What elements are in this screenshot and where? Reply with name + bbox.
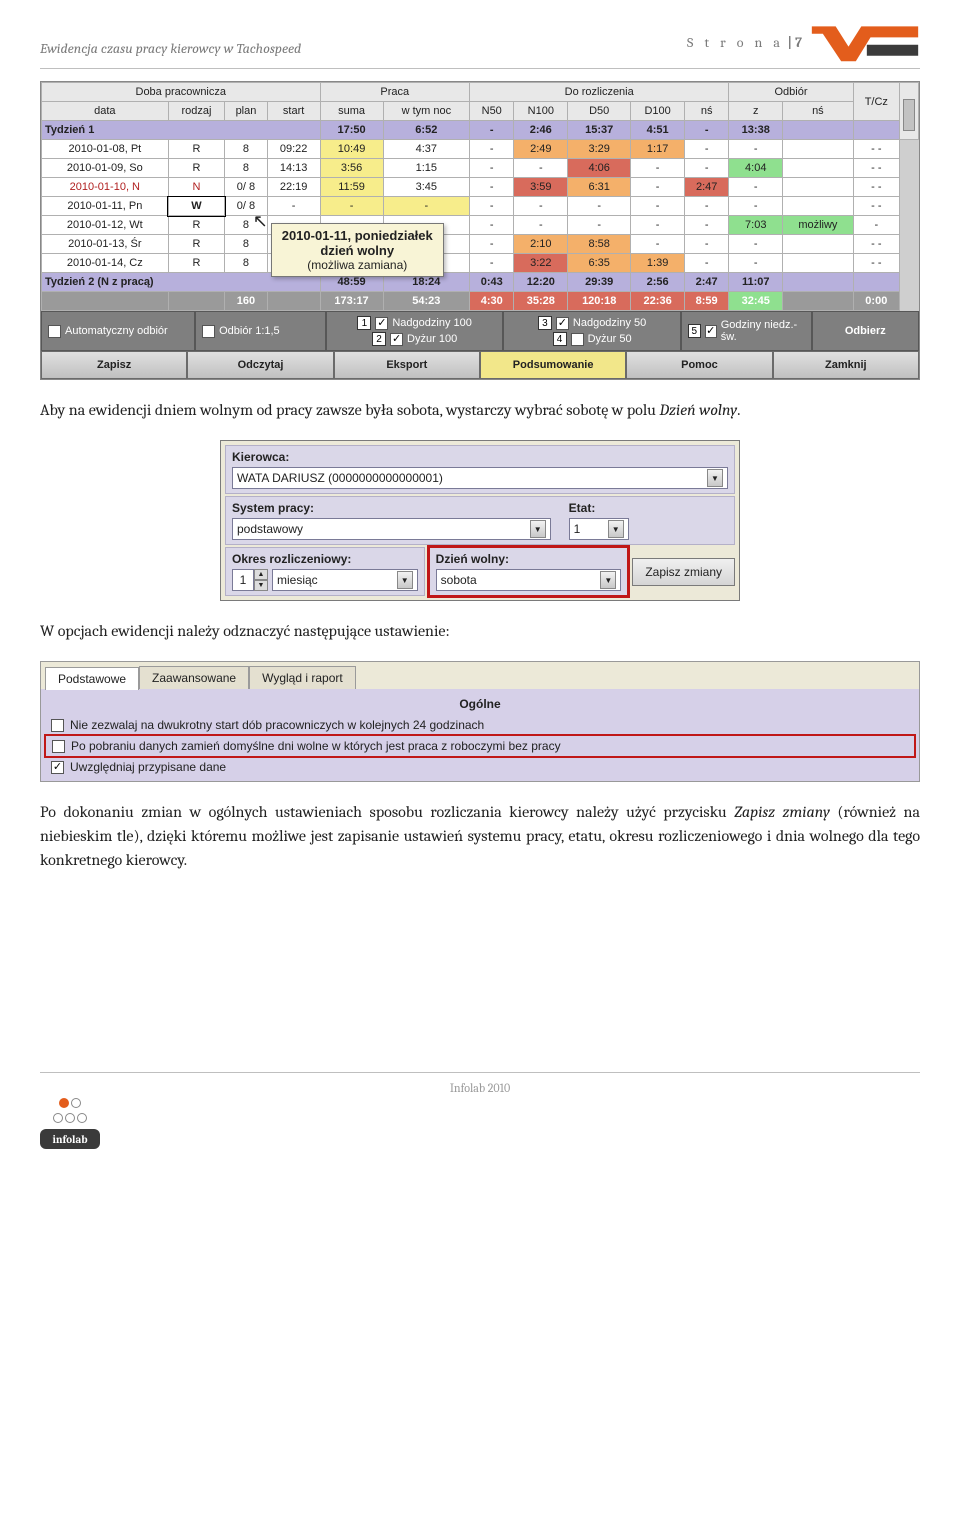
select-system[interactable]: podstawowy▼ xyxy=(232,518,551,540)
scrollbar[interactable] xyxy=(900,83,919,140)
n50-checkbox[interactable] xyxy=(556,317,569,330)
odczytaj-button[interactable]: Odczytaj xyxy=(187,351,333,379)
col-group-doba: Doba pracownicza xyxy=(42,83,321,102)
footer-text: Infolab 2010 xyxy=(450,1081,510,1095)
opt1-checkbox[interactable] xyxy=(51,719,64,732)
table-row[interactable]: 2010-01-14, CzR818:37-3:226:351:39--- - xyxy=(42,254,919,273)
odbior-checkbox[interactable] xyxy=(202,325,215,338)
zapisz-zmiany-button[interactable]: Zapisz zmiany xyxy=(632,558,735,586)
podsumowanie-button[interactable]: Podsumowanie xyxy=(480,351,626,379)
col-tcz: T/Cz xyxy=(853,83,899,121)
eksport-button[interactable]: Eksport xyxy=(334,351,480,379)
header-right: S t r o n a | 7 xyxy=(687,18,920,66)
table-row[interactable]: 2010-01-09, SoR814:133:561:15--4:06--4:0… xyxy=(42,159,919,178)
header-rule xyxy=(40,68,920,69)
col-group-rozl: Do rozliczenia xyxy=(470,83,729,102)
odbierz-button[interactable]: Odbierz xyxy=(812,311,919,351)
opt3-label: Uwzględniaj przypisane dane xyxy=(70,760,226,774)
infolab-logo: infolab xyxy=(40,1097,100,1149)
table-row[interactable]: 2010-01-11, PnW0/ 8---------- - xyxy=(42,197,919,216)
label-dzien-wolny: Dzień wolny: xyxy=(436,552,622,566)
tab-podstawowe[interactable]: Podstawowe xyxy=(45,667,139,690)
select-okres-unit[interactable]: miesiąc▼ xyxy=(272,569,418,591)
main-button-bar: ZapiszOdczytajEksportPodsumowaniePomocZa… xyxy=(41,351,919,379)
paragraph-1: Aby na ewidencji dniem wolnym od pracy z… xyxy=(40,398,920,422)
chevron-down-icon: ▼ xyxy=(608,520,624,538)
day-tooltip: 2010-01-11, poniedziałekdzień wolny(możl… xyxy=(271,223,444,277)
select-dzien-wolny[interactable]: sobota▼ xyxy=(436,569,622,591)
sunday-checkbox[interactable] xyxy=(705,325,717,338)
paragraph-3: Po dokonaniu zmian w ogólnych ustawienia… xyxy=(40,800,920,872)
d100-checkbox[interactable] xyxy=(390,333,403,346)
table-row[interactable]: 2010-01-10, NN0/ 822:1911:593:45-3:596:3… xyxy=(42,178,919,197)
label-system: System pracy: xyxy=(232,501,551,515)
week1-row: Tydzień 1 17:506:52 -2:46 15:374:51 -13:… xyxy=(42,121,919,140)
page-indicator: S t r o n a | 7 xyxy=(687,33,802,51)
total-row: 160 173:1754:23 4:3035:28 120:1822:36 8:… xyxy=(42,292,919,311)
select-kierowca[interactable]: WATA DARIUSZ (0000000000000001)▼ xyxy=(232,467,728,489)
week2-row: Tydzień 2 (N z pracą) 48:5918:24 0:4312:… xyxy=(42,273,919,292)
driver-settings-panel: Kierowca: WATA DARIUSZ (0000000000000001… xyxy=(220,440,740,601)
d50-checkbox[interactable] xyxy=(571,333,584,346)
select-etat[interactable]: 1▼ xyxy=(569,518,629,540)
col-group-praca: Praca xyxy=(320,83,470,102)
chevron-down-icon: ▼ xyxy=(707,469,723,487)
options-dialog: PodstawoweZaawansowaneWygląd i raport Og… xyxy=(40,661,920,782)
label-okres: Okres rozliczeniowy: xyxy=(232,552,418,566)
label-etat: Etat: xyxy=(569,501,728,515)
zamknij-button[interactable]: Zamknij xyxy=(773,351,919,379)
doc-running-title: Ewidencja czasu pracy kierowcy w Tachosp… xyxy=(40,18,301,57)
opt1-label: Nie zezwalaj na dwukrotny start dób prac… xyxy=(70,718,484,732)
chevron-down-icon: ▼ xyxy=(600,571,616,589)
page-footer: Infolab 2010 infolab xyxy=(40,1072,920,1095)
chevron-down-icon: ▼ xyxy=(397,571,413,589)
evidence-grid-screenshot: Doba pracownicza Praca Do rozliczenia Od… xyxy=(40,81,920,380)
pomoc-button[interactable]: Pomoc xyxy=(626,351,772,379)
n100-checkbox[interactable] xyxy=(375,317,388,330)
evidence-table: Doba pracownicza Praca Do rozliczenia Od… xyxy=(41,82,919,311)
opt2-label: Po pobraniu danych zamień domyślne dni w… xyxy=(71,739,561,753)
options-tabs: PodstawoweZaawansowaneWygląd i raport xyxy=(41,662,919,689)
cursor-icon: ↖ xyxy=(253,211,268,232)
col-group-odbior: Odbiór xyxy=(729,83,853,102)
options-heading: Ogólne xyxy=(45,693,915,715)
tab-wygląd i raport[interactable]: Wygląd i raport xyxy=(249,666,356,689)
label-kierowca: Kierowca: xyxy=(232,450,728,464)
opt2-checkbox[interactable] xyxy=(52,740,65,753)
chevron-down-icon: ▼ xyxy=(530,520,546,538)
options-bar: Automatyczny odbiór Odbiór 1:1,5 1Nadgod… xyxy=(41,311,919,351)
auto-checkbox[interactable] xyxy=(48,325,61,338)
table-row[interactable]: 2010-01-13, ŚrR814:22-2:108:58---- - xyxy=(42,235,919,254)
paragraph-2: W opcjach ewidencji należy odznaczyć nas… xyxy=(40,619,920,643)
tab-zaawansowane[interactable]: Zaawansowane xyxy=(139,666,249,689)
table-row[interactable]: 2010-01-08, PtR809:2210:494:37-2:493:291… xyxy=(42,140,919,159)
zapisz-button[interactable]: Zapisz xyxy=(41,351,187,379)
brand-logo-icon xyxy=(810,18,920,66)
spin-okres[interactable]: 1▲▼ xyxy=(232,569,268,591)
table-row[interactable]: 2010-01-12, WtR8↖2010-01-11, poniedziałe… xyxy=(42,216,919,235)
opt3-checkbox[interactable] xyxy=(51,761,64,774)
